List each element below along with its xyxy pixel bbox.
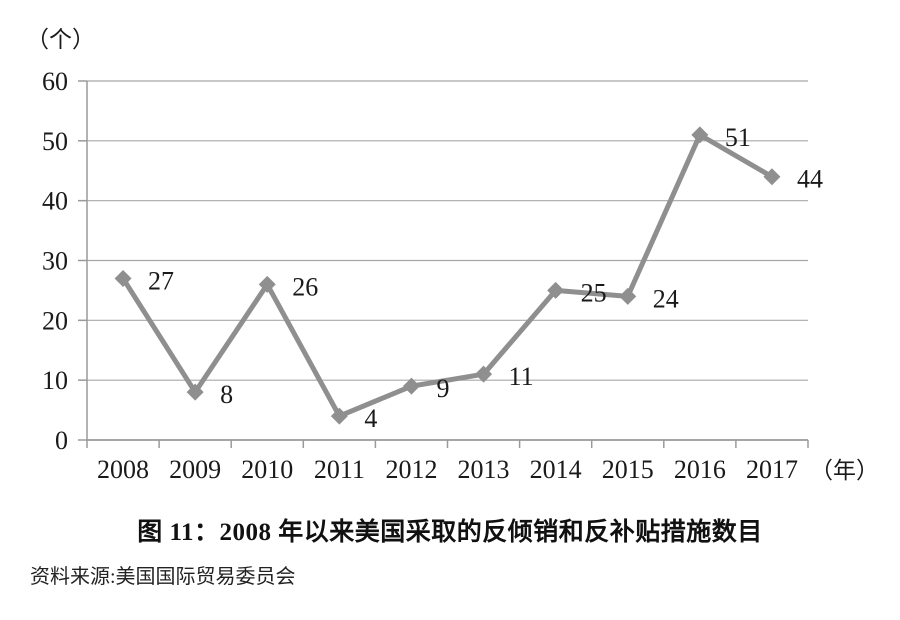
y-tick-label: 20 [42, 306, 68, 335]
x-tick-label: 2012 [385, 455, 437, 484]
data-point-marker [691, 126, 709, 144]
data-point-label: 25 [581, 278, 607, 307]
data-point-label: 51 [725, 123, 751, 152]
data-point-label: 27 [148, 266, 174, 295]
data-point-marker [763, 168, 781, 186]
line-chart: 0 10 20 30 40 50 60 27 8 26 4 9 11 25 24 51 44 2008 2009 20… [26, 27, 879, 484]
chart-title: 图 11：2008 年以来美国采取的反倾销和反补贴措施数目 [137, 519, 763, 546]
x-tick-label: 2011 [314, 455, 365, 484]
y-tick-label: 50 [42, 127, 68, 156]
chart-source: 资料来源:美国国际贸易委员会 [30, 566, 296, 588]
y-tick-label: 60 [42, 67, 68, 96]
data-point-marker [547, 281, 565, 299]
data-point-marker [330, 407, 348, 425]
x-tick-label: 2016 [674, 455, 726, 484]
data-point-marker [619, 287, 637, 305]
x-tick-label: 2009 [169, 455, 221, 484]
data-point-label: 8 [220, 380, 233, 409]
data-point-label: 9 [436, 374, 449, 403]
data-point-label: 11 [509, 362, 534, 391]
y-axis-unit-label: （个） [26, 27, 95, 52]
data-point-label: 44 [797, 165, 823, 194]
y-tick-label: 10 [42, 366, 68, 395]
x-tick-label: 2013 [458, 455, 510, 484]
y-tick-label: 30 [42, 247, 68, 276]
y-tick-label: 0 [55, 426, 68, 455]
data-point-marker [114, 269, 132, 287]
x-tick-label: 2008 [97, 455, 149, 484]
x-tick-label: 2017 [746, 455, 798, 484]
x-tick-label: 2015 [602, 455, 654, 484]
x-axis-unit-label: （年） [810, 458, 879, 483]
series-line [120, 132, 775, 419]
data-point-label: 4 [364, 404, 377, 433]
x-tick-label: 2010 [241, 455, 293, 484]
x-tick-label: 2014 [530, 455, 582, 484]
data-point-marker [402, 377, 420, 395]
data-point-label: 24 [653, 284, 679, 313]
y-tick-label: 40 [42, 187, 68, 216]
data-point-label: 26 [292, 272, 318, 301]
data-point-marker [258, 275, 276, 293]
data-point-marker [186, 383, 204, 401]
data-point-marker [475, 365, 493, 383]
